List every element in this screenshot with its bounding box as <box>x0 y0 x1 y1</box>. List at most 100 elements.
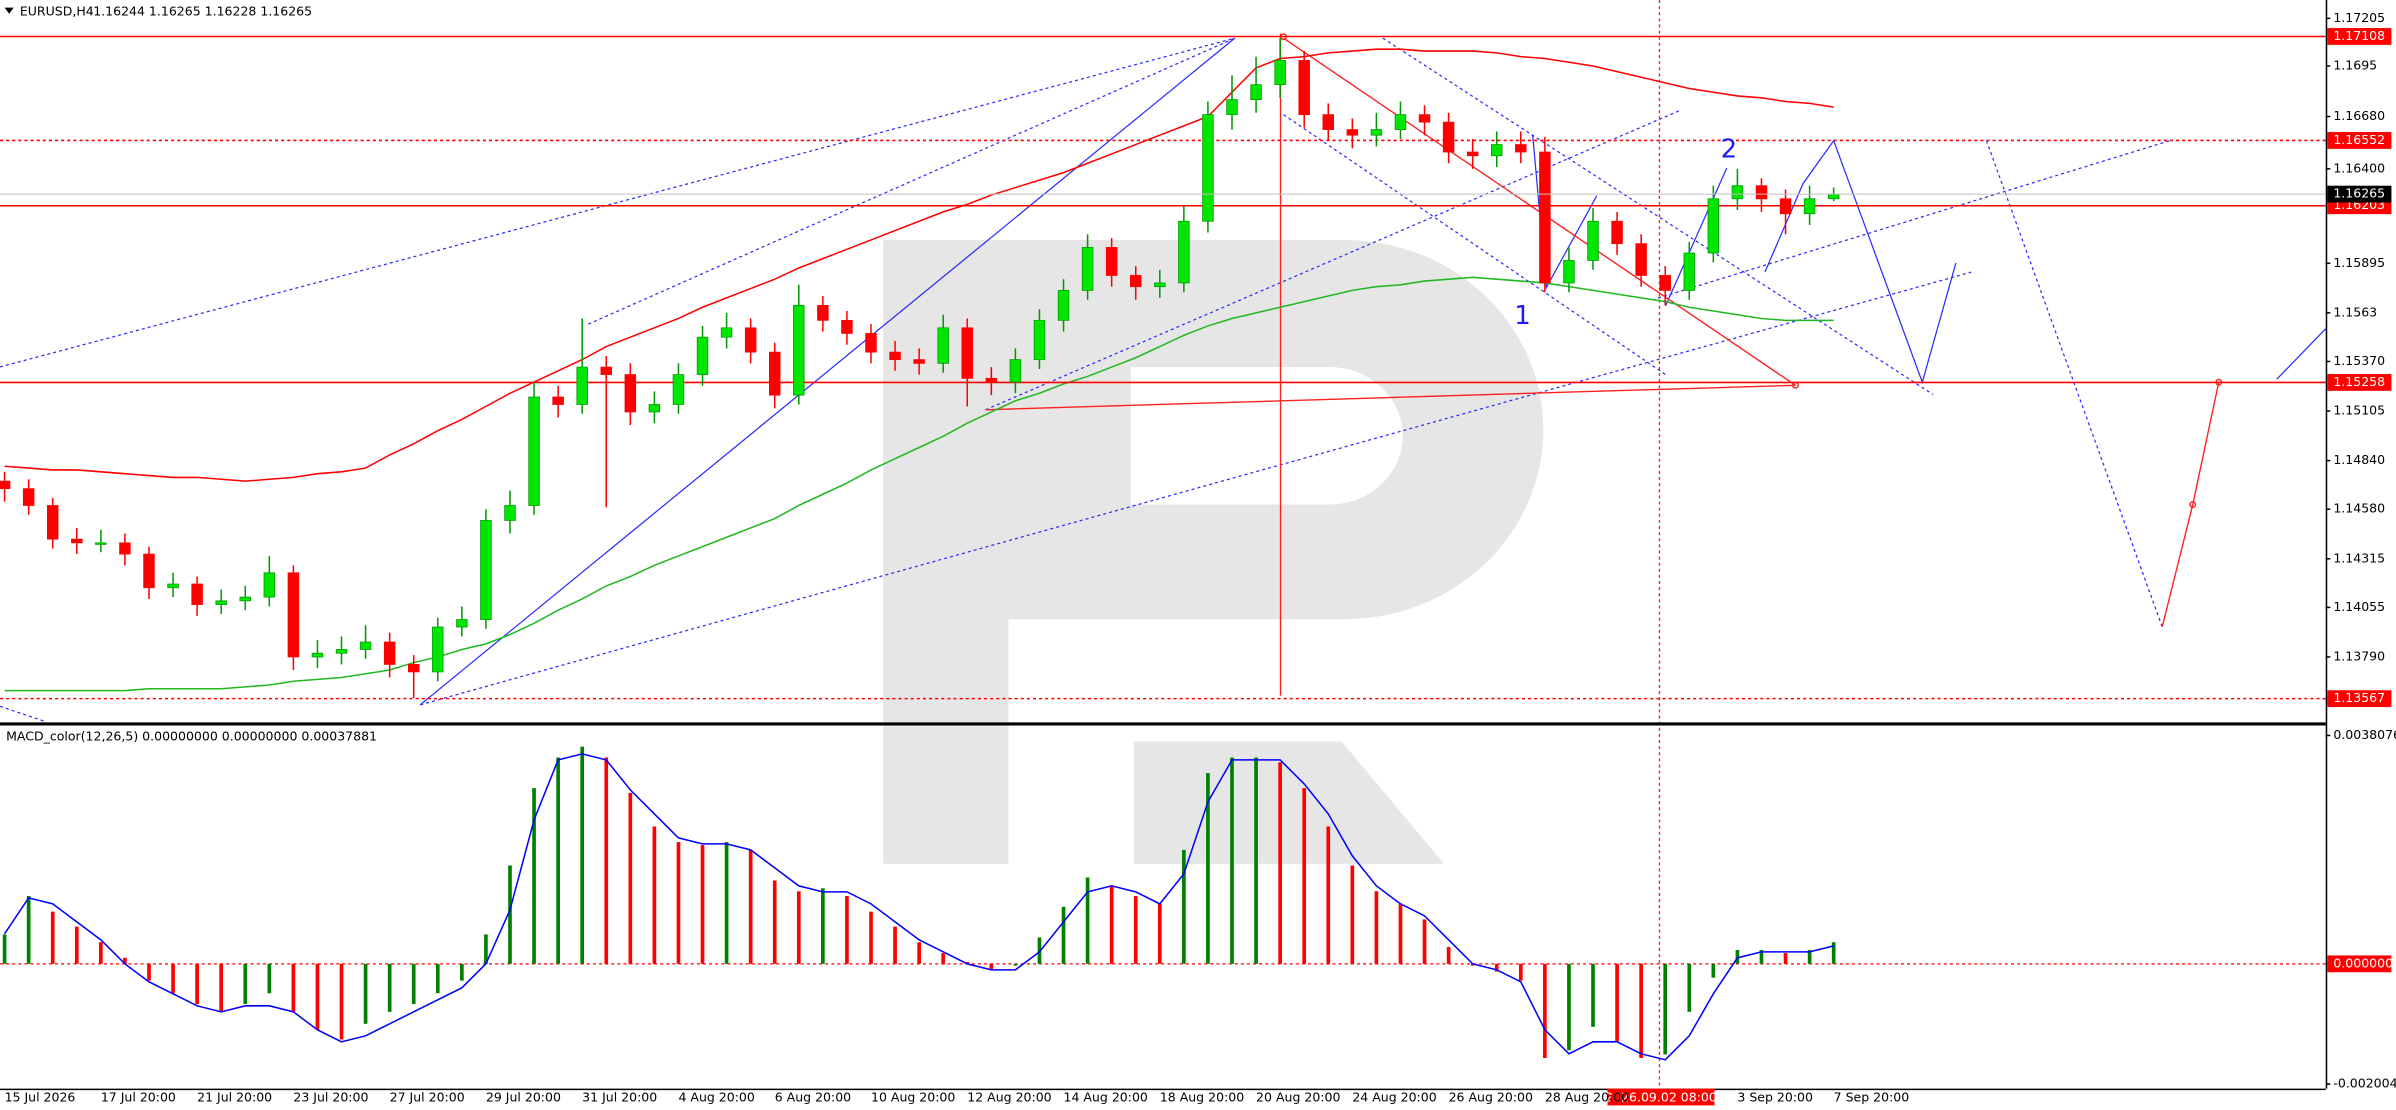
macd-bar <box>989 963 994 970</box>
macd-bar <box>917 942 921 964</box>
candle-body <box>71 538 83 544</box>
macd-bar <box>796 891 801 964</box>
trendline <box>985 109 1682 411</box>
macd-bar <box>1278 762 1282 964</box>
y-tick-label: 0.000000 <box>2333 955 2393 970</box>
candle-body <box>95 542 107 545</box>
level-label: 1.16552 <box>2333 132 2385 147</box>
macd-bar <box>700 845 705 964</box>
macd-bar <box>1735 950 1740 964</box>
macd-bar <box>676 842 681 964</box>
candle-body <box>1803 198 1816 215</box>
candle-body <box>335 649 348 654</box>
macd-bar <box>532 788 536 964</box>
macd-bar <box>147 963 151 981</box>
y-tick-label: 1.1563 <box>2333 304 2377 319</box>
macd-bar <box>484 934 488 964</box>
macd-bar <box>1302 788 1307 964</box>
macd-bar <box>869 911 873 964</box>
x-tick-label: 4 Aug 20:00 <box>678 1089 754 1104</box>
macd-bar <box>315 963 320 1030</box>
candle-body <box>311 652 324 658</box>
x-tick-label: 7 Sep 20:00 <box>1834 1089 1910 1104</box>
macd-bar <box>1013 963 1018 966</box>
macd-bar <box>339 963 344 1040</box>
candle-body <box>1226 99 1238 116</box>
candle-body <box>1539 151 1551 284</box>
macd-bar <box>628 792 633 964</box>
candle-body <box>1105 247 1118 276</box>
x-tick-label: 24 Aug 20:00 <box>1352 1089 1436 1104</box>
level-label: 1.17108 <box>2333 28 2385 43</box>
candle-body <box>1707 198 1720 254</box>
x-tick-label: 10 Aug 20:00 <box>871 1089 955 1104</box>
y-tick-label: 0.0038076 <box>2333 727 2396 742</box>
macd-bar <box>652 826 657 964</box>
trendline <box>588 37 1235 325</box>
x-tick-label: 31 Jul 20:00 <box>582 1089 657 1104</box>
watermark <box>883 240 1544 864</box>
candle-body <box>1683 252 1696 291</box>
candle-body <box>1442 121 1455 153</box>
macd-bar <box>363 963 368 1024</box>
y-tick-label: -0.0020048 <box>2333 1076 2396 1091</box>
current-price-label: 1.16265 <box>2333 186 2385 201</box>
candle-body <box>1370 129 1383 136</box>
macd-bar <box>1783 953 1788 964</box>
moving-average <box>4 48 1834 482</box>
macd-bar <box>1326 826 1331 964</box>
watermark-leg <box>1133 741 1445 864</box>
macd-bar <box>1133 896 1138 964</box>
wave-label: 1 <box>1514 301 1531 331</box>
x-tick-label: 15 Jul 2026 <box>5 1089 76 1104</box>
forecast-line <box>2276 328 2327 380</box>
candle-body <box>768 351 781 396</box>
candle-body <box>576 366 588 405</box>
watermark-bowl <box>1008 240 1544 620</box>
candle-body <box>215 600 227 605</box>
y-tick-label: 1.14055 <box>2333 599 2385 614</box>
macd-bar <box>821 888 825 964</box>
candle-body <box>1346 129 1359 136</box>
level-label: 1.15258 <box>2333 374 2385 389</box>
level-label-box <box>2327 132 2392 149</box>
y-tick-label: 1.17205 <box>2333 10 2385 25</box>
candle-body <box>672 374 685 405</box>
macd-bar <box>1157 903 1162 964</box>
candle-body <box>720 327 733 338</box>
macd-bar <box>965 962 970 964</box>
candle-body <box>480 520 492 620</box>
wave-line <box>1665 167 1728 307</box>
x-tick-label: 12 Aug 20:00 <box>967 1089 1051 1104</box>
y-tick-label: 1.16400 <box>2333 160 2385 175</box>
macd-bar <box>1422 919 1427 964</box>
macd-bar <box>1687 963 1692 1012</box>
cursor-label-box <box>1607 1088 1715 1106</box>
candle-body <box>1202 114 1214 222</box>
candle-body <box>1491 144 1503 157</box>
candle-body <box>239 596 251 602</box>
macd-bar <box>508 865 512 964</box>
candle-body <box>456 619 468 628</box>
candle-body <box>1154 282 1166 288</box>
wave-line <box>1532 134 1598 290</box>
candle-body <box>1515 144 1527 153</box>
candle-body <box>552 396 564 405</box>
candle-body <box>1033 319 1046 360</box>
y-tick-label: 1.14315 <box>2333 550 2385 565</box>
candle-body <box>913 359 925 364</box>
candle-body <box>1779 198 1792 215</box>
x-tick-label: 3 Sep 20:00 <box>1737 1089 1813 1104</box>
macd-bar <box>1374 891 1379 964</box>
zero-label-box <box>2327 955 2392 973</box>
level-label-box <box>2327 374 2392 391</box>
candle-body <box>191 583 203 605</box>
macd-title: MACD_color(12,26,5) 0.00000000 0.0000000… <box>6 728 377 743</box>
candle-body <box>1587 220 1599 261</box>
candle-body <box>143 553 155 589</box>
candle-body <box>22 488 35 506</box>
x-tick-label: 18 Aug 20:00 <box>1160 1089 1244 1104</box>
menu-triangle[interactable] <box>4 7 14 14</box>
macd-bar <box>291 963 296 1012</box>
